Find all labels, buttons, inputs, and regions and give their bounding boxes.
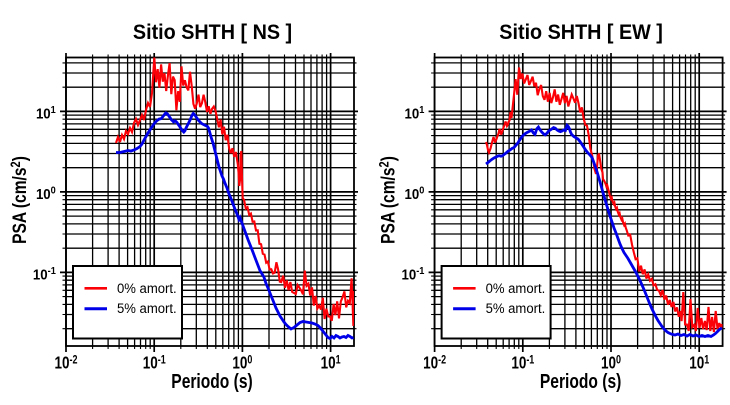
svg-text:0% amort.: 0% amort.: [117, 280, 177, 295]
svg-text:Periodo (s): Periodo (s): [171, 370, 252, 392]
svg-text:PSA (cm/s2): PSA (cm/s2): [8, 156, 30, 244]
svg-text:Periodo (s): Periodo (s): [540, 370, 621, 392]
svg-text:Sitio SHTH [ NS ]: Sitio SHTH [ NS ]: [133, 20, 292, 44]
svg-text:PSA (cm/s2): PSA (cm/s2): [377, 156, 399, 244]
svg-text:5% amort.: 5% amort.: [486, 301, 546, 316]
svg-text:Sitio SHTH [ EW ]: Sitio SHTH [ EW ]: [499, 20, 663, 44]
svg-text:0% amort.: 0% amort.: [486, 280, 546, 295]
svg-text:5% amort.: 5% amort.: [117, 301, 177, 316]
